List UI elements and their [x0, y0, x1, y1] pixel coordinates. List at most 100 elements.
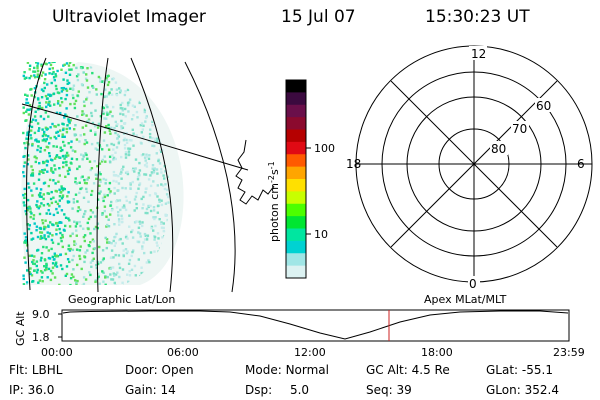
- emission-pixel: [84, 210, 87, 213]
- emission-pixel: [105, 95, 108, 98]
- emission-pixel: [151, 92, 154, 95]
- emission-pixel: [184, 100, 186, 102]
- emission-pixel: [73, 220, 76, 223]
- emission-pixel: [31, 260, 34, 264]
- emission-pixel: [138, 174, 141, 177]
- emission-pixel: [141, 128, 144, 131]
- emission-pixel: [179, 120, 181, 122]
- emission-pixel: [166, 71, 169, 75]
- emission-pixel: [97, 122, 101, 126]
- emission-pixel: [160, 70, 164, 73]
- emission-pixel: [155, 241, 158, 244]
- emission-pixel: [122, 254, 125, 258]
- emission-pixel: [167, 104, 170, 107]
- emission-pixel: [124, 248, 128, 251]
- emission-pixel: [69, 247, 72, 251]
- colorbar-frame: [285, 79, 307, 279]
- emission-pixel: [174, 129, 176, 131]
- emission-pixel: [67, 64, 71, 67]
- emission-pixel: [134, 195, 138, 198]
- emission-pixel: [180, 67, 182, 69]
- emission-pixel: [182, 270, 184, 272]
- emission-pixel: [92, 182, 96, 185]
- emission-pixel: [126, 273, 129, 276]
- emission-pixel: [119, 107, 122, 110]
- emission-pixel: [178, 264, 180, 266]
- emission-pixel: [71, 248, 75, 252]
- emission-pixel: [127, 110, 130, 113]
- emission-pixel: [114, 174, 118, 177]
- emission-pixel: [54, 264, 57, 267]
- emission-pixel: [102, 257, 105, 260]
- emission-pixel: [121, 109, 124, 112]
- emission-pixel: [141, 224, 144, 228]
- emission-pixel: [52, 179, 55, 182]
- emission-pixel: [170, 77, 172, 79]
- emission-pixel: [81, 158, 84, 161]
- emission-pixel: [31, 168, 34, 172]
- emission-pixel: [184, 110, 186, 112]
- emission-pixel: [83, 133, 86, 136]
- emission-pixel: [180, 249, 182, 251]
- emission-pixel: [106, 75, 109, 78]
- emission-pixel: [98, 282, 101, 285]
- emission-pixel: [156, 137, 159, 140]
- emission-pixel: [187, 222, 189, 224]
- emission-pixel: [75, 221, 79, 224]
- emission-pixel: [145, 155, 149, 158]
- emission-pixel: [119, 237, 122, 241]
- emission-pixel: [183, 278, 185, 280]
- colorbar-swatch: [286, 216, 306, 230]
- emission-pixel: [23, 196, 26, 199]
- emission-pixel: [181, 105, 183, 107]
- emission-pixel: [36, 69, 40, 73]
- emission-pixel: [110, 278, 113, 281]
- emission-pixel: [82, 215, 85, 218]
- emission-pixel: [69, 277, 73, 280]
- emission-pixel: [128, 98, 132, 101]
- emission-pixel: [125, 138, 128, 142]
- emission-pixel: [88, 91, 91, 94]
- emission-pixel: [58, 188, 61, 191]
- emission-pixel: [81, 66, 84, 69]
- emission-pixel: [183, 91, 185, 93]
- emission-pixel: [106, 113, 109, 116]
- emission-pixel: [112, 170, 116, 174]
- emission-pixel: [74, 99, 78, 103]
- emission-pixel: [125, 199, 128, 202]
- emission-pixel: [74, 193, 78, 196]
- emission-pixel: [162, 72, 165, 76]
- emission-pixel: [83, 104, 86, 108]
- emission-pixel: [149, 136, 152, 139]
- emission-pixel: [173, 126, 175, 128]
- emission-pixel: [110, 242, 113, 245]
- emission-pixel: [72, 63, 75, 67]
- emission-pixel: [101, 196, 105, 200]
- emission-pixel: [38, 162, 41, 165]
- emission-pixel: [51, 234, 54, 237]
- emission-pixel: [145, 162, 148, 165]
- emission-pixel: [191, 117, 193, 119]
- emission-pixel: [74, 180, 77, 184]
- emission-pixel: [61, 233, 64, 237]
- emission-pixel: [73, 243, 76, 246]
- emission-pixel: [94, 215, 97, 218]
- status-seq: Seq: 39: [366, 383, 412, 397]
- emission-pixel: [150, 171, 154, 174]
- emission-pixel: [145, 153, 148, 156]
- emission-pixel: [195, 62, 197, 64]
- emission-pixel: [158, 198, 161, 201]
- emission-pixel: [68, 62, 72, 64]
- emission-pixel: [89, 273, 92, 277]
- emission-pixel: [84, 139, 87, 142]
- emission-pixel: [28, 224, 31, 227]
- emission-pixel: [35, 203, 38, 207]
- emission-pixel: [64, 175, 67, 178]
- emission-pixel: [182, 117, 184, 119]
- emission-pixel: [122, 165, 125, 168]
- emission-pixel: [63, 135, 66, 138]
- emission-pixel: [196, 253, 198, 255]
- emission-pixel: [176, 278, 178, 280]
- emission-pixel: [102, 106, 106, 110]
- emission-pixel: [37, 98, 40, 101]
